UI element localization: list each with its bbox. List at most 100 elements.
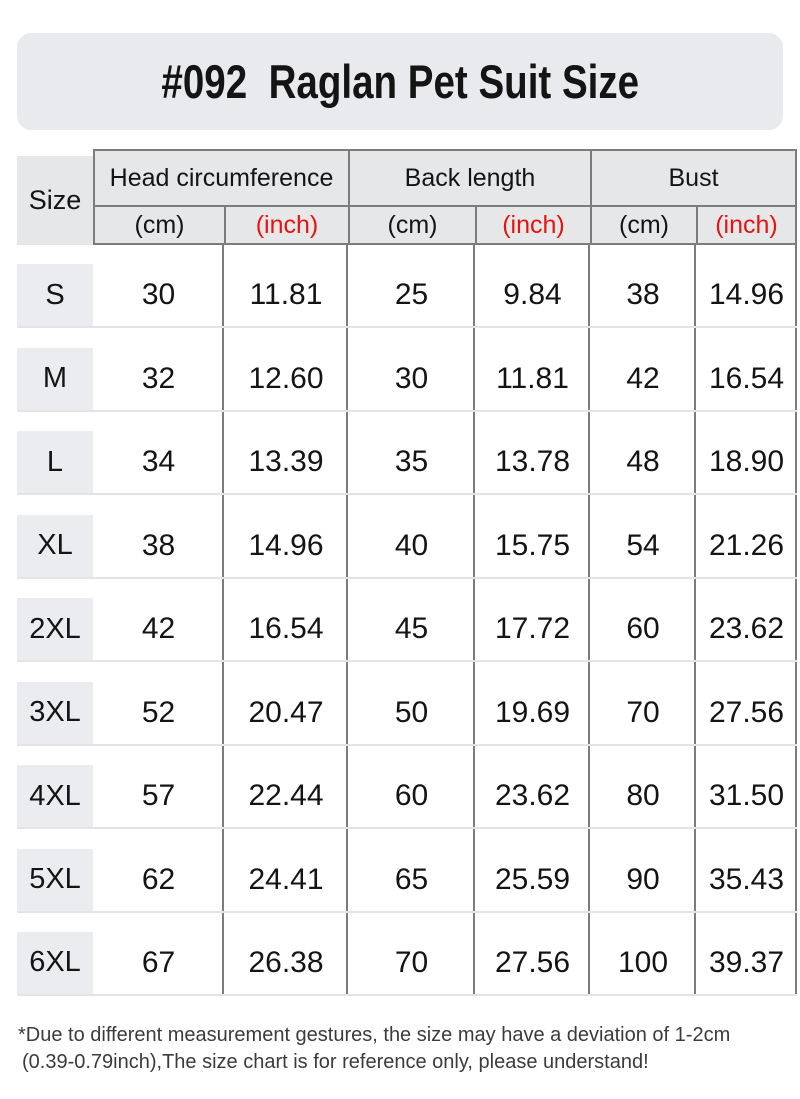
- table-row-s: S 30 11.81 25 9.84 38 14.96: [17, 245, 797, 329]
- head-cm-value: 34: [141, 445, 176, 479]
- back-inch-value: 27.56: [494, 945, 571, 979]
- header-group-head-circumference: Head circumference: [109, 163, 334, 192]
- back-cm-value: 45: [394, 612, 429, 646]
- header-unit-bust-inch: (inch): [696, 207, 795, 243]
- footnote: *Due to different measurement gestures, …: [18, 1022, 793, 1076]
- table-header: Size Head circumference Back length Bust…: [17, 149, 797, 245]
- back-cm-value: 50: [394, 695, 429, 729]
- bust-inch-value: 16.54: [708, 361, 785, 395]
- footnote-line2: (0.39-0.79inch),The size chart is for re…: [22, 1051, 649, 1073]
- bust-inch-value: 27.56: [708, 695, 785, 729]
- column-divider-line: [473, 245, 475, 996]
- back-cm-value: 60: [394, 779, 429, 813]
- column-divider-line: [795, 245, 797, 996]
- header-group-bust: Bust: [590, 151, 795, 205]
- back-cm-value: 40: [394, 528, 429, 562]
- table-row-3xl: 3XL 52 20.47 50 19.69 70 27.56: [17, 662, 797, 746]
- header-unit-row: (cm) (inch) (cm) (inch) (cm) (inch): [95, 207, 795, 243]
- back-inch-value: 13.78: [494, 445, 571, 479]
- size-label: M: [17, 347, 93, 410]
- head-inch-value: 12.60: [248, 361, 324, 395]
- bust-cm-value: 54: [626, 528, 660, 562]
- header-group-back-length: Back length: [348, 151, 590, 205]
- bust-cm-value: 42: [626, 361, 660, 395]
- header-size: Size: [17, 156, 93, 245]
- bust-cm-value: 80: [626, 779, 660, 813]
- back-cm-value: 35: [394, 445, 429, 479]
- header-unit-back-cm: (cm): [348, 207, 475, 243]
- table-row-4xl: 4XL 57 22.44 60 23.62 80 31.50: [17, 746, 797, 830]
- back-inch-value: 23.62: [494, 779, 571, 813]
- size-table: Size Head circumference Back length Bust…: [17, 149, 797, 996]
- bust-inch-value: 18.90: [708, 445, 785, 479]
- head-inch-value: 20.47: [248, 695, 324, 729]
- size-label: 6XL: [17, 931, 93, 994]
- head-cm-value: 62: [141, 862, 176, 896]
- head-cm-value: 57: [141, 779, 176, 813]
- head-inch-value: 11.81: [249, 278, 323, 312]
- size-label: 3XL: [17, 681, 93, 744]
- size-label: 2XL: [17, 598, 93, 661]
- footnote-line1: *Due to different measurement gestures, …: [18, 1024, 731, 1046]
- header-grid: Head circumference Back length Bust (cm)…: [93, 149, 797, 245]
- table-body: S 30 11.81 25 9.84 38 14.96 M 32 12.60 3…: [17, 245, 797, 996]
- header-group-row: Head circumference Back length Bust: [95, 151, 795, 207]
- bust-inch-value: 35.43: [708, 862, 785, 896]
- bust-cm-value: 60: [626, 612, 660, 646]
- back-inch-value: 25.59: [494, 862, 571, 896]
- back-cm-value: 25: [394, 278, 429, 312]
- size-label: XL: [17, 514, 93, 577]
- table-row-5xl: 5XL 62 24.41 65 25.59 90 35.43: [17, 829, 797, 913]
- page-title: #092 Raglan Pet Suit Size: [161, 55, 639, 108]
- column-divider-line: [588, 245, 590, 996]
- bust-inch-value: 14.96: [708, 278, 785, 312]
- head-inch-value: 13.39: [248, 445, 324, 479]
- size-label: 4XL: [17, 765, 93, 828]
- head-cm-value: 32: [141, 361, 176, 395]
- size-label: 5XL: [17, 848, 93, 911]
- head-cm-value: 67: [141, 945, 176, 979]
- header-unit-back-inch: (inch): [475, 207, 590, 243]
- head-cm-value: 52: [141, 695, 176, 729]
- bust-cm-value: 100: [617, 945, 669, 979]
- column-divider-line: [222, 245, 224, 996]
- back-cm-value: 70: [394, 945, 429, 979]
- bust-cm-value: 70: [626, 695, 660, 729]
- table-row-xl: XL 38 14.96 40 15.75 54 21.26: [17, 495, 797, 579]
- column-divider-line: [694, 245, 696, 996]
- table-row-l: L 34 13.39 35 13.78 48 18.90: [17, 412, 797, 496]
- back-inch-value: 9.84: [503, 278, 562, 312]
- head-inch-value: 16.54: [248, 612, 324, 646]
- table-row-2xl: 2XL 42 16.54 45 17.72 60 23.62: [17, 579, 797, 663]
- title-banner: #092 Raglan Pet Suit Size: [17, 33, 783, 130]
- table-row-m: M 32 12.60 30 11.81 42 16.54: [17, 328, 797, 412]
- bust-cm-value: 38: [626, 278, 660, 312]
- bust-inch-value: 31.50: [708, 779, 785, 813]
- header-unit-head-cm: (cm): [134, 210, 185, 239]
- size-label: L: [17, 431, 93, 494]
- header-unit-head-inch: (inch): [224, 207, 348, 243]
- head-cm-value: 30: [141, 278, 176, 312]
- head-inch-value: 24.41: [248, 862, 324, 896]
- bust-inch-value: 23.62: [708, 612, 785, 646]
- bust-cm-value: 90: [626, 862, 660, 896]
- bust-inch-value: 21.26: [708, 528, 785, 562]
- header-unit-bust-cm: (cm): [590, 207, 696, 243]
- back-inch-value: 19.69: [494, 695, 571, 729]
- bust-inch-value: 39.37: [708, 945, 785, 979]
- table-row-6xl: 6XL 67 26.38 70 27.56 100 39.37: [17, 913, 797, 996]
- head-inch-value: 22.44: [248, 779, 324, 813]
- size-label: S: [17, 264, 93, 327]
- head-cm-value: 42: [141, 612, 176, 646]
- back-inch-value: 17.72: [494, 612, 571, 646]
- back-inch-value: 15.75: [494, 528, 571, 562]
- back-inch-value: 11.81: [496, 361, 569, 395]
- head-inch-value: 26.38: [248, 945, 324, 979]
- back-cm-value: 30: [394, 361, 429, 395]
- back-cm-value: 65: [394, 862, 429, 896]
- column-divider-line: [346, 245, 348, 996]
- bust-cm-value: 48: [626, 445, 660, 479]
- head-cm-value: 38: [141, 528, 176, 562]
- head-inch-value: 14.96: [248, 528, 324, 562]
